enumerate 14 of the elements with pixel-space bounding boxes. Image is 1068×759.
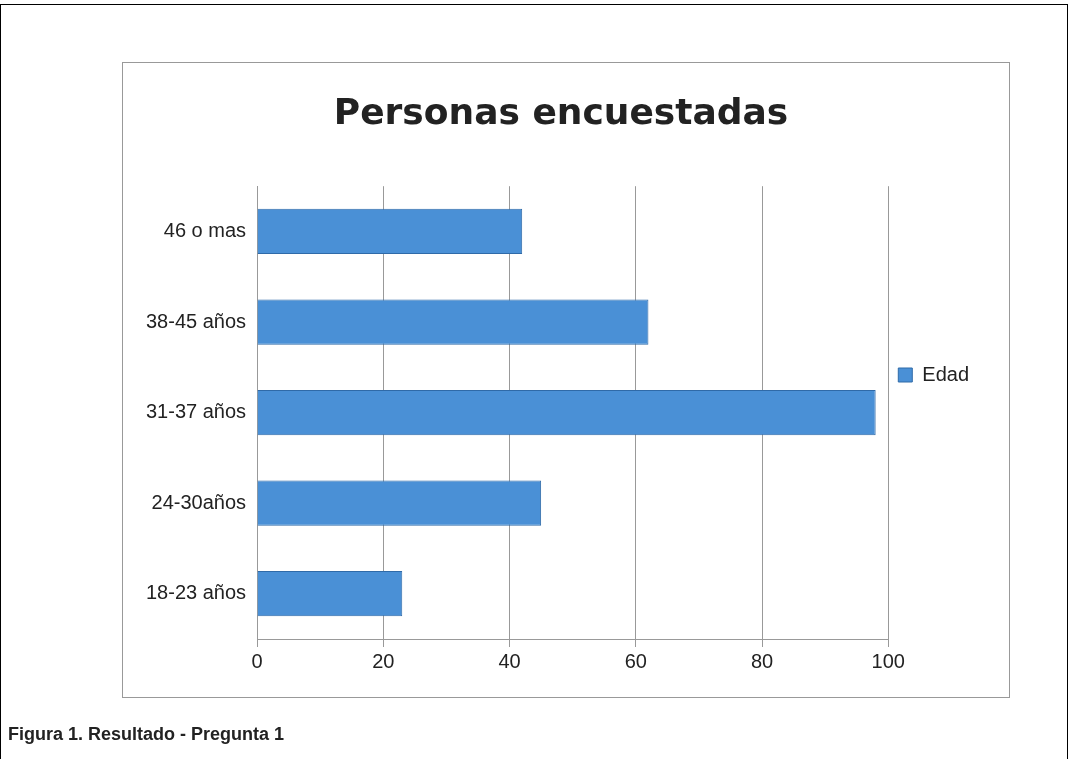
text: Figura 1. Resultado - Pregunta 1: [8, 724, 285, 745]
legend-label: Edad: [922, 362, 970, 385]
x-tick-label: 60: [624, 649, 647, 672]
x-tick-label: 20: [372, 649, 395, 672]
y-tick-label: 18-23 años: [146, 581, 247, 604]
x-tick-label: 80: [750, 649, 774, 672]
y-tick-label: 46 o mas: [163, 219, 247, 241]
y-tick-label: 38-45 años: [146, 309, 247, 332]
x-tick-label: 0: [251, 649, 263, 672]
y-tick-label: 24-30años: [151, 490, 247, 513]
x-tick-label: 40: [498, 649, 521, 672]
x-tick-label: 100: [871, 649, 905, 672]
y-tick-label: 31-37 años: [146, 400, 247, 423]
chart-title: Personas encuestadas: [333, 90, 789, 132]
